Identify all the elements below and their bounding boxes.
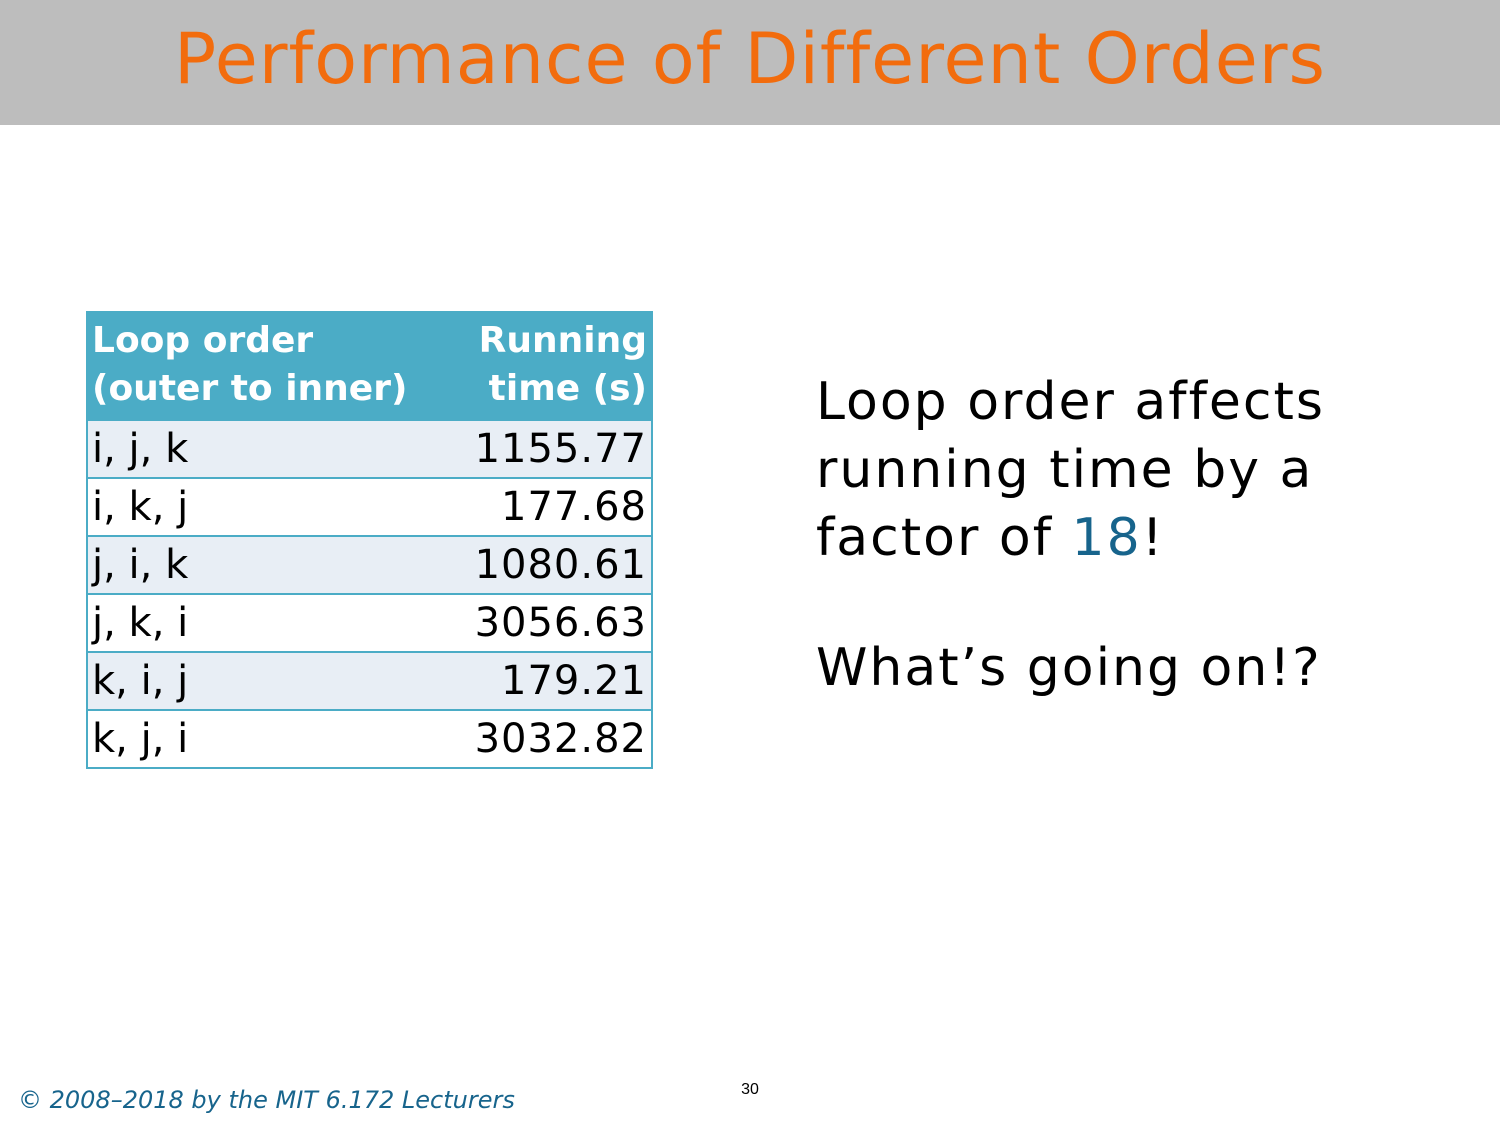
loop-order-cell: i, j, k <box>86 419 450 479</box>
loop-order-cell: i, k, j <box>86 477 450 537</box>
question-text: What’s going on!? <box>816 638 1322 698</box>
table-row: k, j, i 3032.82 <box>86 709 654 769</box>
header-loop-order-line2: (outer to inner) <box>92 368 408 409</box>
header-loop-order-line1: Loop order <box>92 320 314 361</box>
running-time-cell: 3056.63 <box>449 593 654 653</box>
running-time-cell: 1080.61 <box>449 535 654 595</box>
table-row: i, j, k 1155.77 <box>86 419 654 479</box>
header-running-time: Running time (s) <box>448 311 654 421</box>
running-time-cell: 3032.82 <box>449 709 654 769</box>
loop-order-cell: k, j, i <box>86 709 450 769</box>
header-running-time-line2: time (s) <box>488 368 647 409</box>
speedup-factor: 18 <box>1071 508 1142 568</box>
copyright-footer: © 2008–2018 by the MIT 6.172 Lecturers <box>18 1086 515 1114</box>
header-running-time-line1: Running <box>478 320 647 361</box>
loop-order-cell: j, k, i <box>86 593 450 653</box>
running-time-cell: 179.21 <box>449 651 654 711</box>
statement-prefix: Loop order affects running time by a fac… <box>816 372 1325 568</box>
loop-order-table: Loop order (outer to inner) Running time… <box>86 311 654 769</box>
loop-order-statement: Loop order affects running time by a fac… <box>816 368 1456 572</box>
table-row: k, i, j 179.21 <box>86 651 654 711</box>
statement-suffix: ! <box>1141 508 1165 568</box>
table-row: j, k, i 3056.63 <box>86 593 654 653</box>
page-number: 30 <box>741 1081 759 1098</box>
loop-order-cell: j, i, k <box>86 535 450 595</box>
table-row: j, i, k 1080.61 <box>86 535 654 595</box>
slide-title: Performance of Different Orders <box>173 18 1327 100</box>
header-loop-order: Loop order (outer to inner) <box>86 311 451 421</box>
table-header-row: Loop order (outer to inner) Running time… <box>86 311 654 421</box>
table-row: i, k, j 177.68 <box>86 477 654 537</box>
loop-order-cell: k, i, j <box>86 651 450 711</box>
running-time-cell: 177.68 <box>449 477 654 537</box>
running-time-cell: 1155.77 <box>449 419 654 479</box>
title-bar: Performance of Different Orders <box>0 0 1500 125</box>
